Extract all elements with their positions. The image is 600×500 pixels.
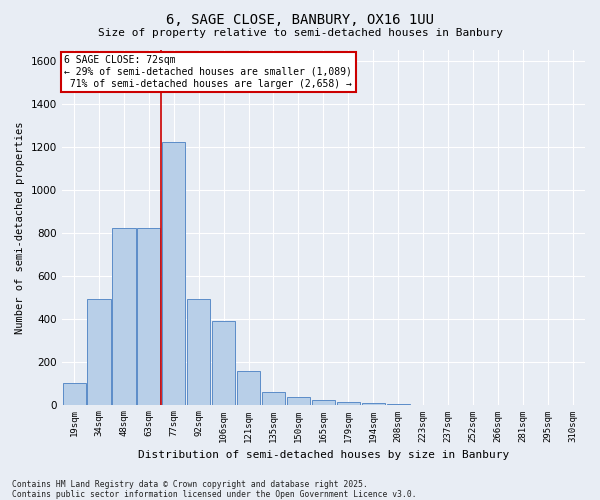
Bar xyxy=(212,321,235,404)
X-axis label: Distribution of semi-detached houses by size in Banbury: Distribution of semi-detached houses by … xyxy=(138,450,509,460)
Bar xyxy=(187,300,211,405)
Bar xyxy=(62,383,86,404)
Bar xyxy=(262,392,285,404)
Bar xyxy=(112,228,136,404)
Bar xyxy=(287,397,310,404)
Text: Size of property relative to semi-detached houses in Banbury: Size of property relative to semi-detach… xyxy=(97,28,503,38)
Y-axis label: Number of semi-detached properties: Number of semi-detached properties xyxy=(15,121,25,334)
Text: Contains HM Land Registry data © Crown copyright and database right 2025.
Contai: Contains HM Land Registry data © Crown c… xyxy=(12,480,416,499)
Bar xyxy=(312,400,335,404)
Text: 6, SAGE CLOSE, BANBURY, OX16 1UU: 6, SAGE CLOSE, BANBURY, OX16 1UU xyxy=(166,12,434,26)
Bar xyxy=(162,142,185,404)
Bar xyxy=(237,371,260,404)
Bar xyxy=(337,402,360,404)
Text: 6 SAGE CLOSE: 72sqm
← 29% of semi-detached houses are smaller (1,089)
 71% of se: 6 SAGE CLOSE: 72sqm ← 29% of semi-detach… xyxy=(64,56,352,88)
Bar xyxy=(137,228,160,404)
Bar xyxy=(88,300,110,405)
